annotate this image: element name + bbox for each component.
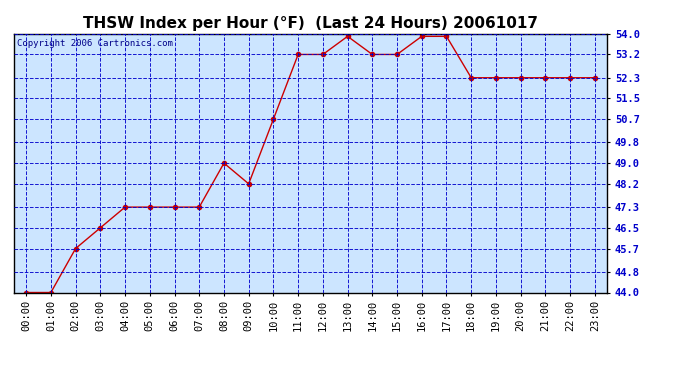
- Title: THSW Index per Hour (°F)  (Last 24 Hours) 20061017: THSW Index per Hour (°F) (Last 24 Hours)…: [83, 16, 538, 31]
- Text: Copyright 2006 Cartronics.com: Copyright 2006 Cartronics.com: [17, 39, 172, 48]
